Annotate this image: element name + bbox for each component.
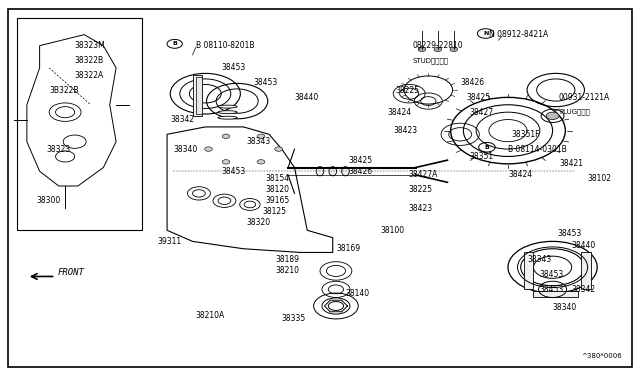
- Text: 38421: 38421: [559, 159, 583, 169]
- Text: 38125: 38125: [262, 207, 287, 217]
- Text: 38140: 38140: [346, 289, 370, 298]
- Text: 38323: 38323: [46, 145, 70, 154]
- Text: 00931-2121A: 00931-2121A: [559, 93, 610, 102]
- Text: 38453: 38453: [557, 230, 581, 238]
- Ellipse shape: [218, 105, 237, 108]
- Text: 38453: 38453: [540, 270, 564, 279]
- Text: N: N: [483, 31, 488, 36]
- Text: 39311: 39311: [157, 237, 182, 246]
- Text: PLUGプラグ: PLUGプラグ: [559, 109, 590, 115]
- Circle shape: [205, 147, 212, 151]
- Text: 38427A: 38427A: [408, 170, 437, 179]
- Text: 38120: 38120: [266, 185, 290, 194]
- Circle shape: [222, 160, 230, 164]
- Text: 38426: 38426: [460, 78, 484, 87]
- Text: 38210A: 38210A: [196, 311, 225, 320]
- Text: 38322B: 38322B: [75, 56, 104, 65]
- Text: 38425: 38425: [467, 93, 491, 102]
- Text: 38342: 38342: [170, 115, 195, 124]
- Circle shape: [434, 47, 442, 52]
- Text: B 08110-8201B: B 08110-8201B: [196, 41, 254, 50]
- Bar: [534, 291, 578, 297]
- Text: 38343: 38343: [246, 137, 271, 146]
- Ellipse shape: [316, 167, 324, 176]
- Text: 38300: 38300: [36, 196, 61, 205]
- Bar: [581, 253, 591, 289]
- Text: 39165: 39165: [266, 196, 290, 205]
- Bar: [17, 18, 141, 230]
- Text: 38320: 38320: [246, 218, 271, 227]
- Text: 38225: 38225: [395, 86, 419, 94]
- Text: 38424: 38424: [387, 108, 411, 117]
- Circle shape: [257, 160, 265, 164]
- Text: 38102: 38102: [588, 174, 612, 183]
- Text: 38154: 38154: [266, 174, 290, 183]
- Text: B: B: [172, 41, 177, 46]
- Circle shape: [546, 112, 559, 119]
- Text: ^380*0006: ^380*0006: [581, 353, 622, 359]
- Circle shape: [257, 134, 265, 138]
- Circle shape: [275, 147, 282, 151]
- Text: 38427: 38427: [470, 108, 494, 117]
- Text: 38424: 38424: [508, 170, 532, 179]
- Text: 38169: 38169: [336, 244, 360, 253]
- Text: FRONT: FRONT: [58, 268, 84, 277]
- Text: 38440: 38440: [294, 93, 319, 102]
- Text: 38453: 38453: [253, 78, 277, 87]
- Text: B: B: [484, 145, 490, 150]
- Ellipse shape: [218, 111, 237, 113]
- Ellipse shape: [218, 116, 237, 119]
- Text: 38323M: 38323M: [75, 41, 106, 50]
- Text: 38340: 38340: [552, 303, 577, 312]
- Text: 38440: 38440: [572, 241, 596, 250]
- Text: 3B322B: 3B322B: [49, 86, 79, 94]
- Text: 38335: 38335: [282, 314, 306, 323]
- Circle shape: [418, 47, 426, 52]
- Text: 38453: 38453: [221, 63, 246, 72]
- Bar: [524, 253, 534, 289]
- Text: 38453: 38453: [540, 285, 564, 294]
- Text: 38453: 38453: [221, 167, 246, 176]
- Bar: [193, 75, 202, 116]
- Text: STUDスタッド: STUDスタッド: [412, 57, 449, 64]
- Text: 08229-22810: 08229-22810: [412, 41, 463, 50]
- Text: 38225: 38225: [408, 185, 432, 194]
- Text: 38100: 38100: [381, 226, 404, 235]
- Text: 38351F: 38351F: [511, 130, 540, 139]
- Text: B 08114-0301B: B 08114-0301B: [508, 145, 567, 154]
- Circle shape: [450, 47, 458, 52]
- Text: 38340: 38340: [173, 145, 198, 154]
- Bar: [196, 77, 202, 114]
- Circle shape: [222, 134, 230, 138]
- Text: 38426: 38426: [349, 167, 372, 176]
- Ellipse shape: [342, 167, 349, 176]
- Text: 38322A: 38322A: [75, 71, 104, 80]
- Text: 38189: 38189: [275, 255, 300, 264]
- Text: 38351: 38351: [470, 152, 494, 161]
- Text: 38343: 38343: [527, 255, 551, 264]
- Text: 38423: 38423: [408, 203, 432, 213]
- Text: 38423: 38423: [394, 126, 417, 135]
- Text: 38210: 38210: [275, 266, 300, 275]
- Ellipse shape: [329, 167, 337, 176]
- Text: 38425: 38425: [349, 155, 372, 165]
- Text: N 08912-8421A: N 08912-8421A: [489, 30, 548, 39]
- Text: 38342: 38342: [572, 285, 596, 294]
